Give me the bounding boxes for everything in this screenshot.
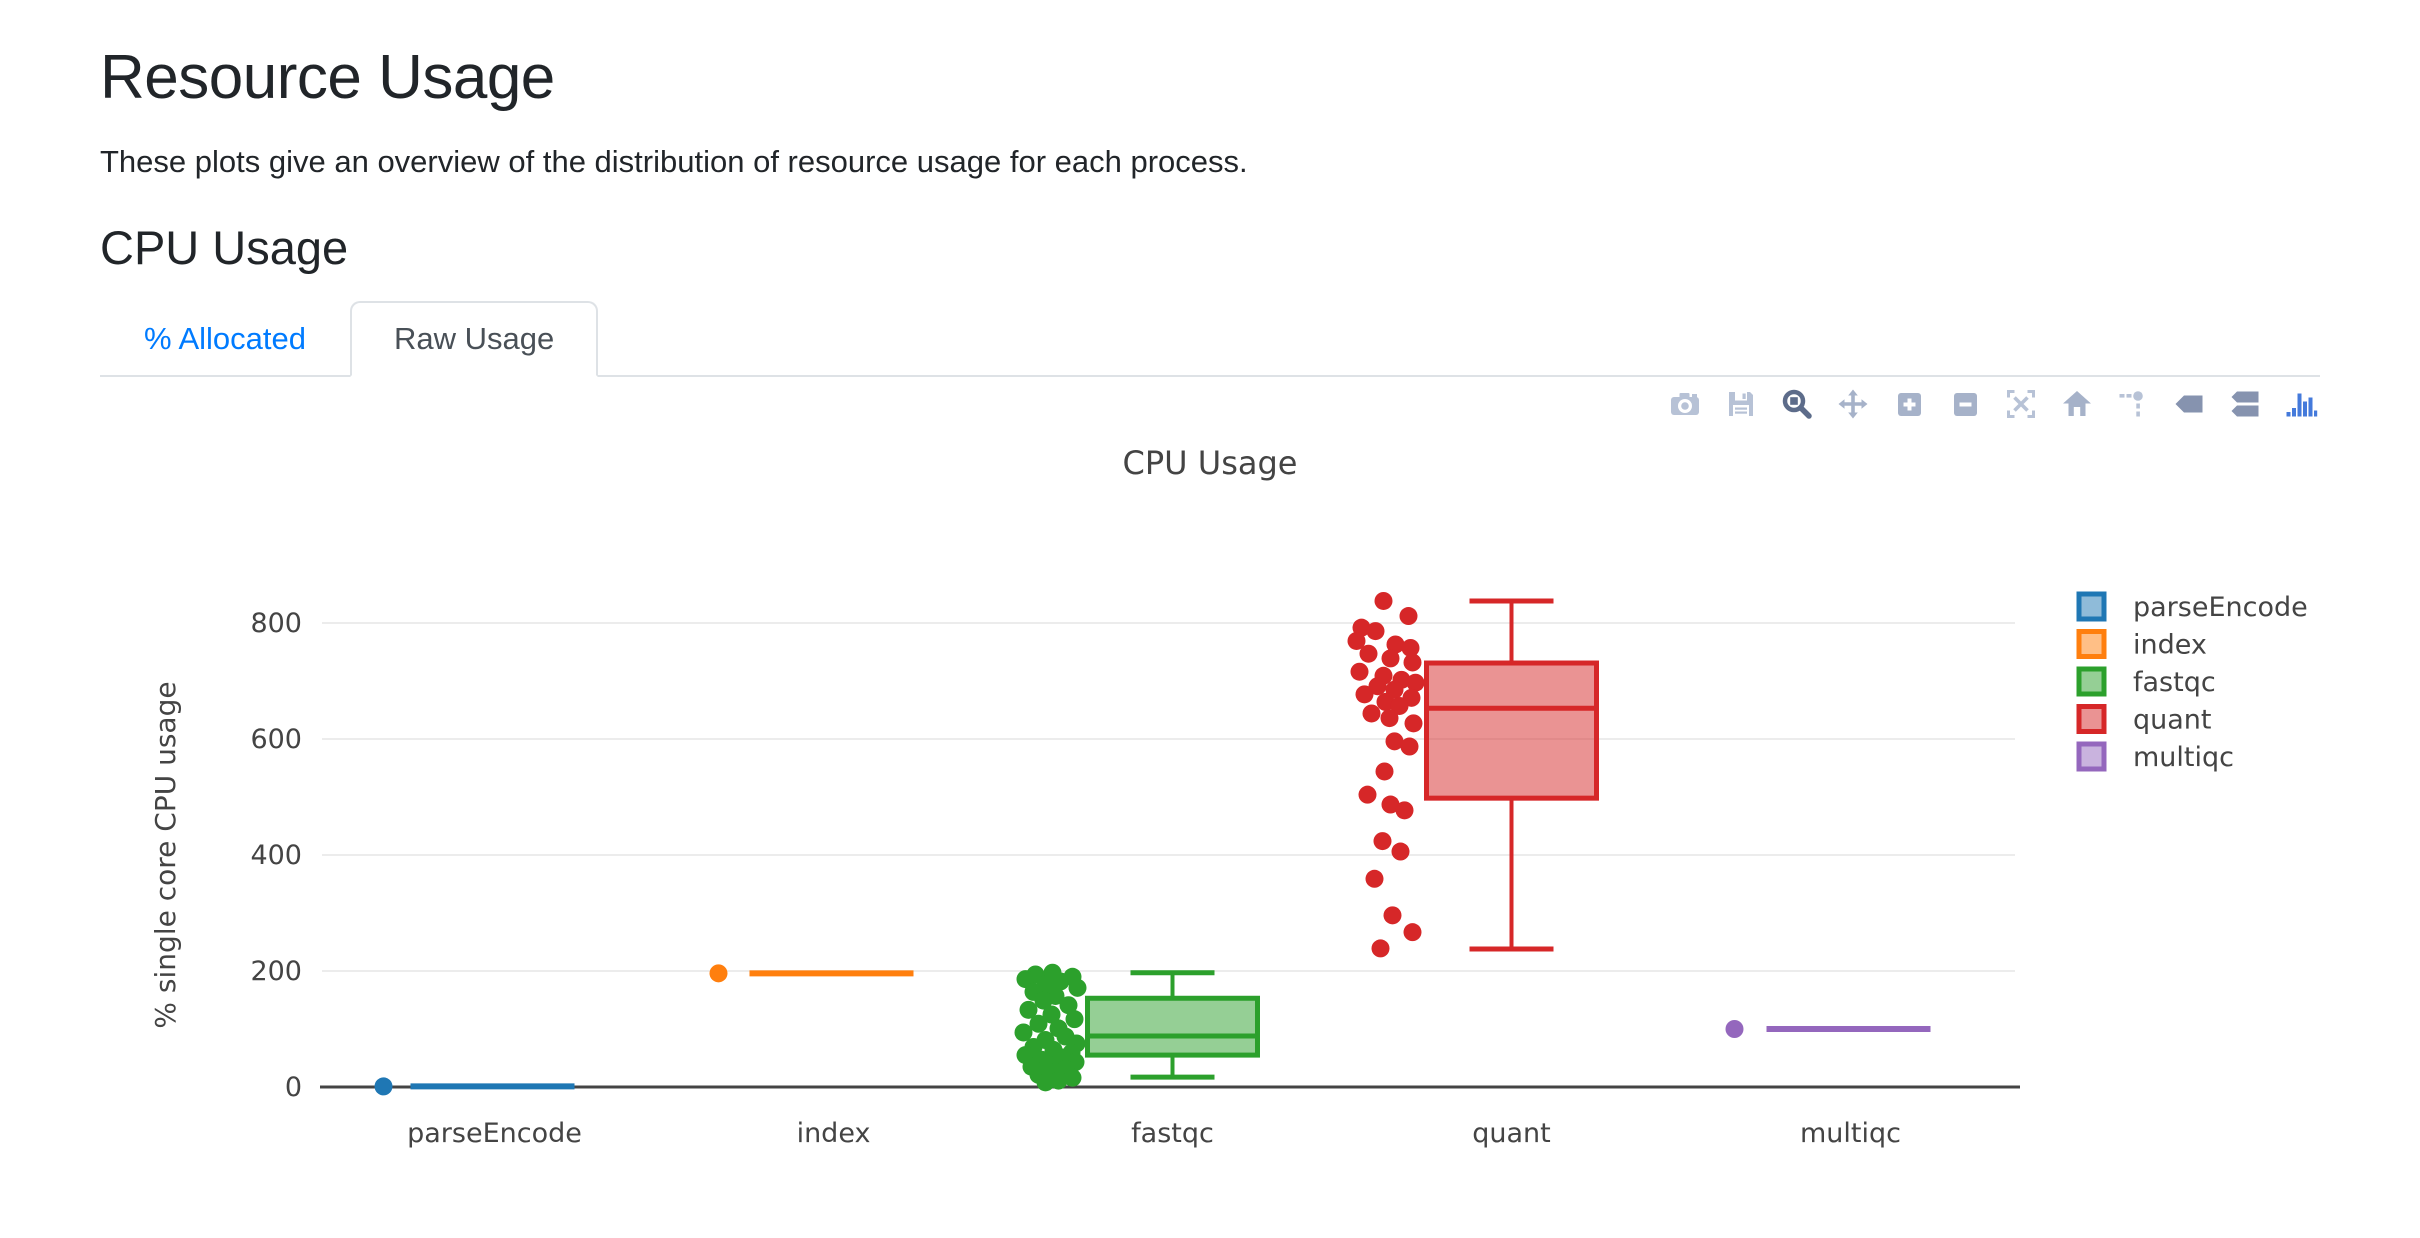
x-tick-label: index: [797, 1118, 871, 1149]
box-trace-index[interactable]: [709, 964, 914, 983]
data-point: [1371, 939, 1390, 958]
data-point: [1373, 832, 1392, 851]
data-point: [1359, 644, 1378, 663]
data-point: [1350, 662, 1369, 681]
y-tick-label: 400: [250, 840, 302, 871]
legend-label: parseEncode: [2133, 592, 2308, 623]
data-point: [1063, 1068, 1082, 1087]
save-icon[interactable]: [1724, 387, 1758, 421]
data-point: [1399, 607, 1418, 626]
data-point: [1365, 869, 1384, 888]
y-tick-label: 800: [250, 608, 302, 639]
data-point: [1391, 842, 1410, 861]
section-title-cpu-usage: CPU Usage: [100, 221, 349, 275]
y-tick-label: 200: [250, 956, 302, 987]
legend-item-index[interactable]: index: [2076, 628, 2207, 660]
legend-label: quant: [2133, 704, 2212, 735]
legend-swatch: [2076, 703, 2107, 734]
data-point: [1390, 696, 1409, 715]
zoom-in-icon[interactable]: [1892, 387, 1926, 421]
data-point: [1068, 978, 1087, 997]
data-point: [1014, 1023, 1033, 1042]
data-point: [1395, 801, 1414, 820]
data-point: [1019, 1000, 1038, 1019]
legend-label: multiqc: [2133, 742, 2234, 773]
data-point: [1065, 1010, 1084, 1029]
zoom-icon[interactable]: [1780, 387, 1814, 421]
hover-compare-icon[interactable]: [2228, 387, 2262, 421]
chart-plot-area[interactable]: 0 200 400 600 800 CPU Usage % single core CPU …: [0, 377, 2420, 1237]
box-trace-multiqc[interactable]: [1725, 1019, 1931, 1038]
legend-item-parseEncode[interactable]: parseEncode: [2076, 591, 2308, 623]
data-point: [1406, 673, 1425, 692]
legend-swatch: [2076, 666, 2107, 697]
data-point: [1051, 972, 1070, 991]
hover-closest-icon[interactable]: [2172, 387, 2206, 421]
autoscale-icon[interactable]: [2004, 387, 2038, 421]
pan-icon[interactable]: [1836, 387, 1870, 421]
y-tick-label: 0: [285, 1072, 302, 1103]
page-description: These plots give an overview of the dist…: [100, 144, 1248, 180]
data-point: [1375, 762, 1394, 781]
data-point: [1366, 622, 1385, 641]
y-axis-title: % single core CPU usage: [149, 681, 182, 1028]
data-point: [1385, 732, 1404, 751]
reset-axes-icon[interactable]: [2060, 387, 2094, 421]
data-point: [1042, 1005, 1061, 1024]
legend-swatch: [2076, 741, 2107, 772]
data-point: [1725, 1019, 1744, 1038]
data-point: [1347, 631, 1366, 650]
data-point: [1362, 704, 1381, 723]
tab-raw-usage[interactable]: Raw Usage: [350, 300, 599, 377]
data-point: [1380, 709, 1399, 728]
box-trace-parseEncode[interactable]: [374, 1077, 575, 1096]
data-point: [1381, 649, 1400, 668]
legend-swatch: [2076, 628, 2107, 659]
cpu-usage-chart: 0 200 400 600 800 CPU Usage % single core CPU …: [0, 377, 2420, 1237]
legend-label: fastqc: [2133, 667, 2216, 698]
data-point: [1029, 1014, 1048, 1033]
camera-icon[interactable]: [1668, 387, 1702, 421]
data-point: [1400, 737, 1419, 756]
page-title: Resource Usage: [100, 43, 555, 112]
legend-item-quant[interactable]: quant: [2076, 703, 2212, 735]
legend-item-fastqc[interactable]: fastqc: [2076, 666, 2216, 698]
box-trace-fastqc[interactable]: [1014, 963, 1260, 1092]
x-tick-label: multiqc: [1800, 1118, 1901, 1149]
data-point: [1404, 714, 1423, 733]
legend-swatch: [2076, 591, 2107, 622]
plotly-modebar: [1668, 387, 2318, 421]
data-point: [1036, 1073, 1055, 1092]
box-trace-quant[interactable]: [1347, 591, 1599, 958]
data-point: [1358, 785, 1377, 804]
zoom-out-icon[interactable]: [1948, 387, 1982, 421]
data-point: [1059, 996, 1078, 1015]
data-point: [1376, 692, 1395, 711]
data-point: [1034, 991, 1053, 1010]
x-tick-label: quant: [1472, 1118, 1551, 1149]
y-tick-label: 600: [250, 724, 302, 755]
usage-tabs: % Allocated Raw Usage: [100, 300, 2320, 377]
data-point: [1368, 677, 1387, 696]
spikelines-icon[interactable]: [2116, 387, 2150, 421]
tab-percent-allocated[interactable]: % Allocated: [144, 320, 306, 356]
chart-title: CPU Usage: [1123, 444, 1298, 482]
x-tick-label: parseEncode: [407, 1118, 582, 1149]
plotly-logo-icon[interactable]: [2284, 387, 2318, 421]
x-tick-label: fastqc: [1131, 1118, 1214, 1149]
data-point: [374, 1077, 393, 1096]
data-point: [1355, 685, 1374, 704]
legend-item-multiqc[interactable]: multiqc: [2076, 741, 2234, 773]
report-page: Resource Usage These plots give an overv…: [0, 0, 2420, 377]
data-point: [1383, 906, 1402, 925]
data-point: [1403, 653, 1422, 672]
data-point: [1403, 923, 1422, 942]
data-point: [709, 964, 728, 983]
data-point: [1374, 591, 1393, 610]
data-point: [1386, 635, 1405, 654]
data-point: [1401, 638, 1420, 657]
legend-label: index: [2133, 629, 2207, 660]
data-point: [1381, 795, 1400, 814]
